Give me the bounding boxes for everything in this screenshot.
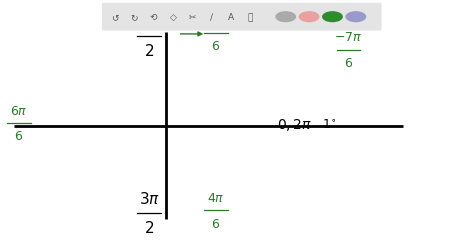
Text: $2$: $2$ (144, 219, 155, 235)
Text: $6$: $6$ (211, 40, 220, 53)
Text: ⟲: ⟲ (150, 13, 157, 22)
Text: $\pi$: $\pi$ (144, 15, 155, 30)
Text: ⬛: ⬛ (247, 13, 253, 22)
Text: A: A (228, 13, 234, 22)
Circle shape (275, 12, 296, 23)
Text: $0, 2\pi$: $0, 2\pi$ (277, 117, 312, 133)
FancyBboxPatch shape (102, 4, 382, 32)
Text: ∕: ∕ (210, 13, 213, 22)
Text: ↻: ↻ (131, 13, 138, 22)
Text: $3\pi$: $3\pi$ (139, 191, 160, 207)
Text: $2$: $2$ (144, 43, 155, 59)
Text: $6\pi$: $6\pi$ (10, 104, 28, 117)
Text: $6$: $6$ (211, 217, 220, 230)
Text: $6$: $6$ (14, 130, 24, 143)
Circle shape (299, 12, 319, 23)
Text: $4\pi$: $4\pi$ (207, 191, 225, 204)
Text: ✂: ✂ (189, 13, 196, 22)
Text: $6$: $6$ (344, 57, 353, 70)
Text: $1^{\circ}$: $1^{\circ}$ (322, 118, 337, 131)
Text: $3\pi$: $3\pi$ (207, 15, 225, 28)
Circle shape (322, 12, 343, 23)
Text: ↺: ↺ (111, 13, 119, 22)
Circle shape (346, 12, 366, 23)
Text: $-7\pi$: $-7\pi$ (334, 31, 363, 44)
Text: ◇: ◇ (170, 13, 176, 22)
